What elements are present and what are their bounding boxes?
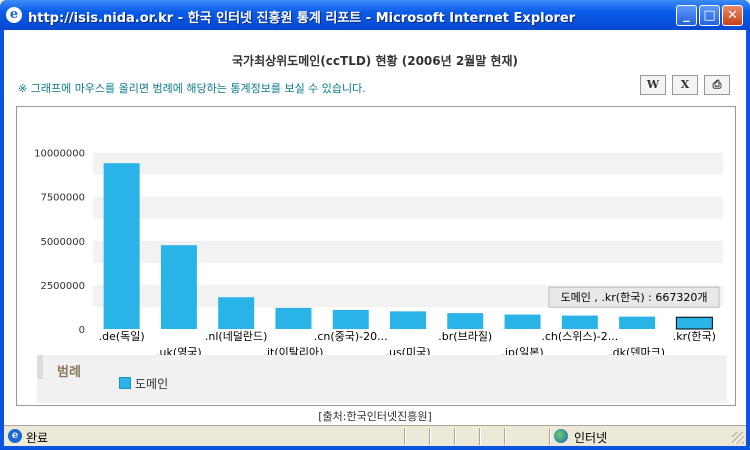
tooltip-box	[548, 286, 720, 308]
bar[interactable]	[103, 163, 140, 329]
x-tick-label: .cn(중국)-20...	[314, 330, 388, 343]
x-tick-label: .jp(일본)	[501, 345, 543, 355]
ie-icon: e	[6, 7, 22, 23]
resize-grip-icon[interactable]	[732, 432, 744, 444]
bar[interactable]	[390, 311, 426, 329]
x-tick-label: .nl(네덜란드)	[205, 330, 268, 343]
bar-chart: 0 2500000 5000000 7500000 10000000 .de(독일) .uk…	[34, 149, 723, 359]
window-title: http://isis.nida.or.kr - 한국 인터넷 진흥원 통계 리…	[28, 11, 576, 26]
hint-text: ※ 그래프에 마우스를 올리면 범례에 해당하는 통계정보를 보실 수 있습니다…	[18, 82, 366, 95]
chart-area: 0 2500000 5000000 7500000 10000000 .de(독일) .uk…	[25, 115, 727, 359]
legend-decor	[37, 355, 43, 379]
x-tick-label: .de(독일)	[99, 329, 145, 343]
bar[interactable]	[675, 316, 713, 330]
bar[interactable]	[561, 315, 598, 329]
minimize-button[interactable]: _	[676, 5, 697, 26]
x-tick-label: .kr(한국)	[673, 330, 716, 343]
legend-title: 범례	[57, 365, 81, 380]
bar[interactable]	[504, 314, 541, 329]
print-button[interactable]: ⎙	[704, 75, 730, 95]
grid-band	[93, 196, 723, 219]
bar[interactable]	[275, 307, 312, 329]
page-content: 국가최상위도메인(ccTLD) 현황 (2006년 2월말 현재) ※ 그래프에…	[4, 30, 746, 425]
legend-label[interactable]: 도메인	[135, 377, 169, 391]
title-bar[interactable]: e http://isis.nida.or.kr - 한국 인터넷 진흥원 통계…	[0, 0, 750, 30]
bar[interactable]	[447, 313, 484, 329]
x-tick-label: .ch(스위스)-2...	[541, 330, 618, 343]
legend-swatch[interactable]	[119, 377, 131, 389]
excel-export-button[interactable]: X	[672, 75, 698, 95]
x-tick-label: .uk(영국)	[156, 346, 202, 355]
source-text: [출처:한국인터넷진흥원]	[318, 410, 432, 423]
zone-text: 인터넷	[574, 431, 608, 445]
y-tick-label: 2500000	[40, 281, 85, 292]
maximize-button[interactable]: □	[699, 5, 720, 26]
legend: 범례 도메인	[37, 355, 727, 403]
x-tick-label: .br(브라질)	[438, 330, 492, 343]
internet-zone-icon	[554, 429, 568, 443]
bar[interactable]	[332, 309, 369, 329]
status-text: 완료	[26, 431, 49, 445]
bar[interactable]	[218, 297, 255, 329]
status-separator	[454, 428, 456, 445]
close-button[interactable]: ✕	[722, 5, 743, 26]
status-separator	[429, 428, 431, 445]
y-tick-label: 0	[79, 325, 85, 336]
status-separator	[549, 428, 551, 445]
grid-band	[93, 152, 723, 175]
bar[interactable]	[160, 245, 197, 329]
page-icon: e	[8, 429, 22, 443]
status-separator	[479, 428, 481, 445]
tooltip-text: 도메인 , .kr(한국) : 667320개	[561, 291, 708, 304]
status-separator	[504, 428, 506, 445]
word-export-button[interactable]: W	[640, 75, 666, 95]
status-bar: e 완료 인터넷	[4, 425, 746, 446]
status-separator	[404, 428, 406, 445]
x-tick-label: .dk(덴마크)	[609, 346, 665, 355]
chart-frame: 0 2500000 5000000 7500000 10000000 .de(독일) .uk…	[16, 106, 736, 406]
x-tick-label: .us(미국)	[385, 346, 430, 355]
y-tick-label: 10000000	[34, 149, 85, 160]
report-title: 국가최상위도메인(ccTLD) 현황 (2006년 2월말 현재)	[231, 54, 519, 68]
y-tick-label: 7500000	[40, 193, 85, 204]
x-tick-label: .it(이탈리아)	[263, 346, 323, 355]
grid-band	[93, 240, 723, 263]
y-tick-label: 5000000	[40, 237, 85, 248]
bar[interactable]	[619, 316, 656, 329]
